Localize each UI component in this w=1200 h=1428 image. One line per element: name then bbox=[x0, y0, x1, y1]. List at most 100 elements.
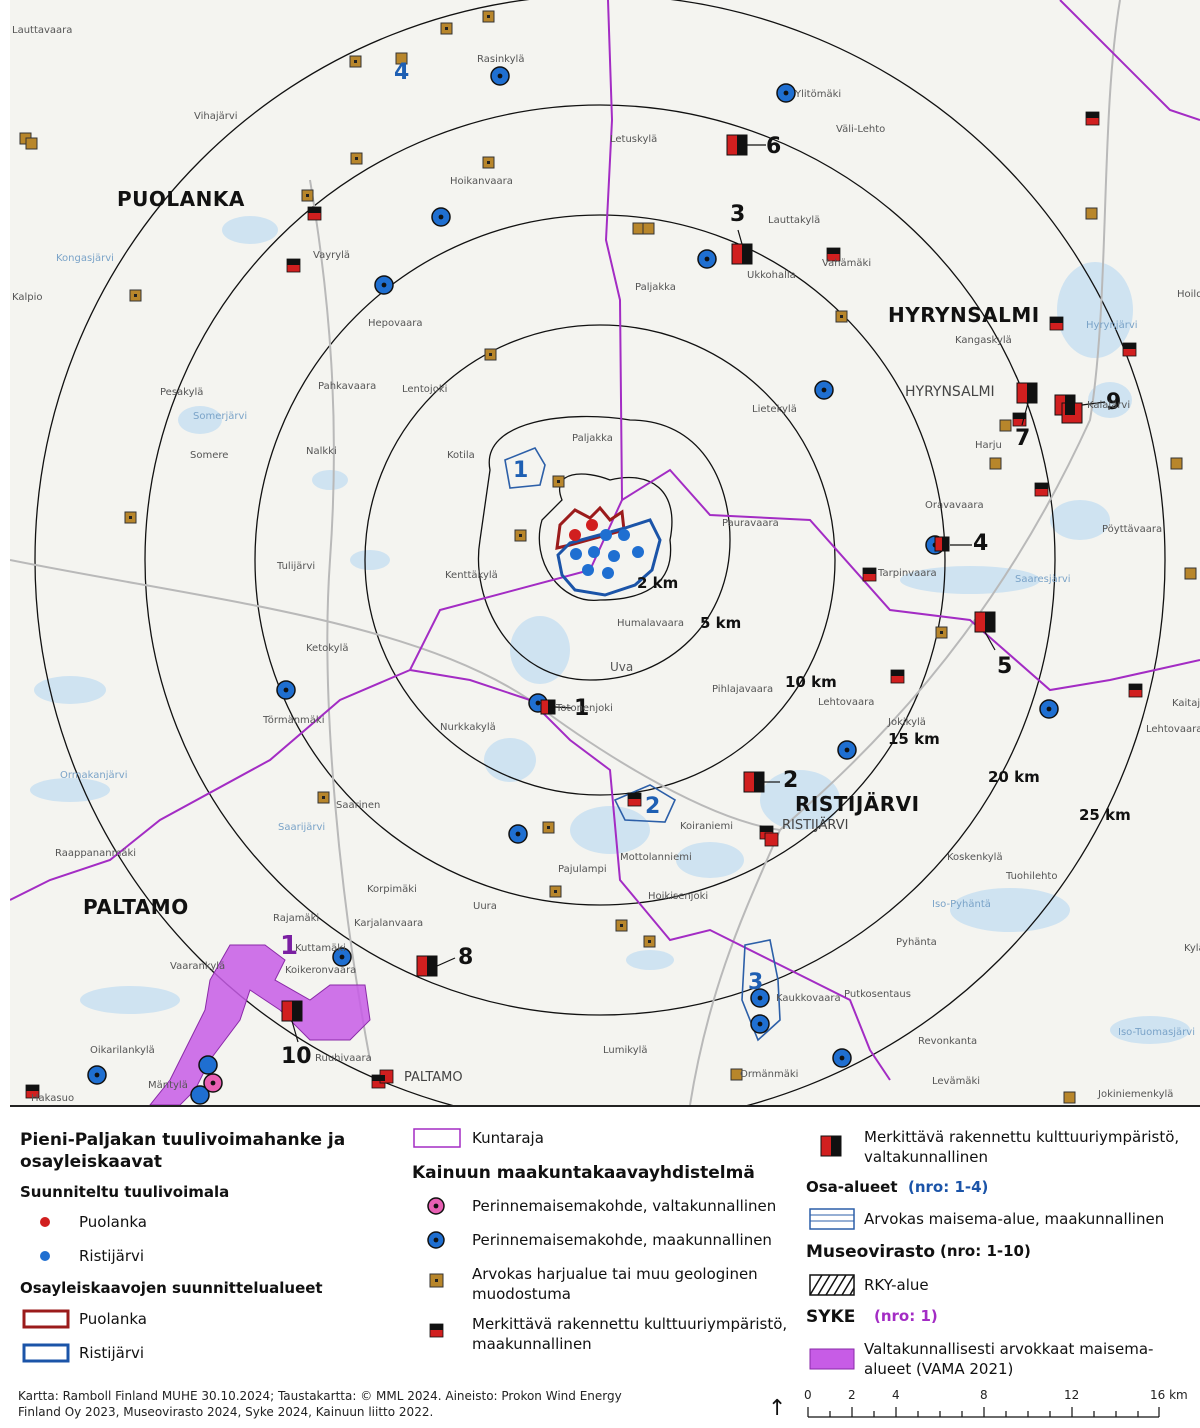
leader-lines bbox=[291, 144, 1106, 1043]
place-label: Vahämäki bbox=[822, 258, 872, 269]
place-label: Saarinen bbox=[336, 800, 381, 811]
place-label: Totonenjoki bbox=[556, 703, 613, 714]
area-number: 4 bbox=[394, 60, 410, 85]
legend-item: Puolanka bbox=[79, 1213, 147, 1231]
museum-number: 7 bbox=[1015, 426, 1031, 451]
legend: Pieni-Paljakan tuulivoimahanke ja osayle… bbox=[0, 1107, 1200, 1428]
place-label: Pesakylä bbox=[160, 387, 204, 398]
place-label: Hakasuo bbox=[31, 1093, 75, 1104]
place-label: Koiraniemi bbox=[680, 821, 733, 832]
place-label: Hoikisenjoki bbox=[648, 891, 709, 902]
place-label: Lietekylä bbox=[752, 404, 797, 415]
syke-number: 1 bbox=[280, 931, 299, 961]
traditional-landscape-national-symbol bbox=[427, 1197, 445, 1215]
museum-number: 6 bbox=[766, 134, 782, 159]
place-label: Mäntylä bbox=[148, 1080, 188, 1091]
place-label: Kotila bbox=[447, 450, 475, 461]
place-label: Väli-Lehto bbox=[836, 124, 886, 135]
osa-range: (nro: 1-4) bbox=[908, 1178, 989, 1196]
place-label: Korpimäki bbox=[367, 884, 417, 895]
place-label: Rasinkylä bbox=[477, 54, 525, 65]
syke-heading: SYKE bbox=[806, 1307, 856, 1327]
syke-area-symbol bbox=[809, 1348, 855, 1370]
museum-number: 5 bbox=[997, 654, 1013, 679]
municipal-boundary bbox=[10, 0, 1200, 1081]
distance-label-2km: 2 km bbox=[637, 574, 679, 592]
place-label: Hoikanvaara bbox=[450, 176, 513, 187]
place-label: Iso-Pyhäntä bbox=[932, 899, 991, 910]
built-environment-regional bbox=[25, 111, 1143, 1099]
scale-tick-label: 4 bbox=[892, 1388, 900, 1402]
syke-range: (nro: 1) bbox=[874, 1307, 938, 1325]
place-label: Kylä bbox=[1184, 943, 1200, 954]
place-label: Somerjärvi bbox=[193, 411, 248, 422]
scale-tick-label: 8 bbox=[980, 1388, 988, 1402]
place-label: Vayrylä bbox=[313, 250, 351, 261]
place-label: Lauttavaara bbox=[12, 25, 73, 36]
plan-area-puolanka bbox=[555, 505, 626, 550]
legend-item: Kuntaraja bbox=[472, 1129, 544, 1147]
scale-tick-label: 12 bbox=[1064, 1388, 1080, 1402]
legend-item: Arvokas maisema-alue, maakunnallinen bbox=[864, 1210, 1165, 1228]
scale-tick-label: 2 bbox=[848, 1388, 856, 1402]
osa-heading: Osa-alueet bbox=[806, 1178, 898, 1196]
scale-tick-label: 16 km bbox=[1150, 1388, 1188, 1402]
place-label: Harju bbox=[975, 440, 1002, 451]
place-label: Hoild bbox=[1177, 289, 1200, 300]
legend-item: Ristijärvi bbox=[79, 1344, 145, 1362]
plan-area-puolanka-symbol bbox=[22, 1309, 70, 1329]
place-label: Jokiniemenkylä bbox=[1098, 1089, 1174, 1100]
legend-item: Arvokas harjualue tai muu geologinen muo… bbox=[472, 1265, 758, 1303]
place-label: Karjalanvaara bbox=[354, 918, 424, 929]
geological-formation-symbol bbox=[429, 1273, 444, 1288]
place-label: Ukkohalla bbox=[747, 270, 796, 281]
north-arrow-icon: ↑ bbox=[768, 1396, 787, 1421]
place-label: Tarpinvaara bbox=[878, 568, 937, 579]
plan-areas-heading: Osayleiskaavojen suunnittelualueet bbox=[20, 1279, 323, 1297]
place-label: Hepovaara bbox=[368, 318, 423, 329]
distance-label-5km: 5 km bbox=[700, 614, 742, 632]
distance-label-15km: 15 km bbox=[888, 730, 940, 748]
museum-number: 8 bbox=[458, 945, 474, 970]
museum-number: 3 bbox=[730, 202, 746, 227]
turbine-puolanka-symbol bbox=[40, 1217, 50, 1227]
distance-rings bbox=[34, 0, 1166, 1105]
roads bbox=[10, 0, 1121, 1105]
place-label: Pyhänta bbox=[896, 937, 937, 948]
place-label: Rajamäki bbox=[273, 913, 320, 924]
credits: Kartta: Ramboll Finland MUHE 30.10.2024;… bbox=[18, 1389, 622, 1419]
place-label: Pöyttävaara bbox=[1102, 524, 1163, 535]
place-label: Lumikylä bbox=[603, 1045, 648, 1056]
place-label: Vihajärvi bbox=[194, 111, 238, 122]
place-label: Koikeronvaara bbox=[285, 965, 357, 976]
place-label: Ketokylä bbox=[306, 643, 349, 654]
area-number: 3 bbox=[748, 970, 764, 995]
place-label: Kangaskylä bbox=[955, 335, 1012, 346]
museum-number: 10 bbox=[281, 1044, 312, 1069]
legend-item: Perinnemaisemakohde, maakunnallinen bbox=[472, 1231, 772, 1249]
rky-symbol bbox=[809, 1274, 855, 1296]
place-label: Somere bbox=[190, 450, 229, 461]
place-label: Pahkavaara bbox=[318, 381, 377, 392]
label-hyrynsalmi: HYRYNSALMI bbox=[888, 303, 1040, 327]
legend-title: Pieni-Paljakan tuulivoimahanke ja osayle… bbox=[20, 1130, 346, 1172]
landscape-area-symbol bbox=[809, 1208, 855, 1230]
map-canvas bbox=[10, 0, 1200, 1105]
place-label: Vaarankylä bbox=[170, 961, 226, 972]
legend-item: Puolanka bbox=[79, 1310, 147, 1328]
place-label: Nurkkakylä bbox=[440, 722, 496, 733]
place-label: HYRYNSALMI bbox=[905, 384, 995, 400]
place-label: Oravavaara bbox=[925, 500, 984, 511]
place-label: Ruuhivaara bbox=[315, 1053, 372, 1064]
place-label: PALTAMO bbox=[404, 1070, 463, 1085]
place-label: Kongasjärvi bbox=[56, 253, 114, 264]
place-label: RISTIJÄRVI bbox=[782, 818, 849, 833]
place-label: Törmänmäki bbox=[263, 715, 325, 726]
place-label: Levämäki bbox=[932, 1076, 981, 1087]
area-number: 1 bbox=[513, 458, 529, 483]
water-areas bbox=[30, 216, 1190, 1044]
legend-item: Perinnemaisemakohde, valtakunnallinen bbox=[472, 1197, 777, 1215]
label-paltamo: PALTAMO bbox=[83, 895, 189, 919]
distance-label-25km: 25 km bbox=[1079, 806, 1131, 824]
kainuu-heading: Kainuun maakuntakaavayhdistelmä bbox=[412, 1163, 755, 1183]
